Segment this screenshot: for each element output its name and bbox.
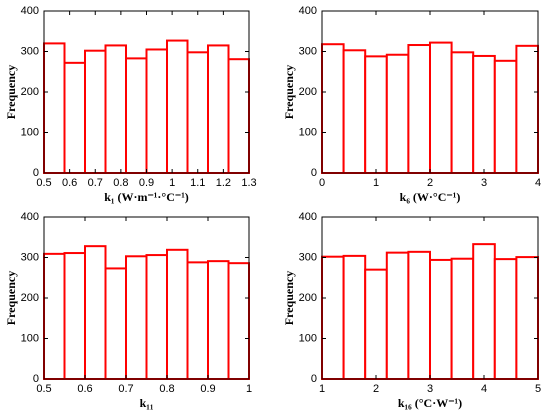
y-axis-label: Frequency <box>282 65 296 119</box>
histogram-bar <box>493 59 518 174</box>
histogram-bar <box>227 58 250 174</box>
histogram-bar <box>472 54 496 174</box>
x-tick-label: 0.5 <box>36 383 51 395</box>
y-tick-label: 300 <box>21 45 39 57</box>
y-tick-label: 400 <box>299 5 317 17</box>
x-tick-label: 1 <box>319 383 325 395</box>
histogram-bar <box>364 55 388 174</box>
x-axis-label: k₁₆ (°C·W⁻¹) <box>398 396 462 410</box>
x-tick-label: 0 <box>319 177 325 189</box>
histogram-bar <box>145 254 168 381</box>
histogram-bar <box>321 255 345 380</box>
histogram-bar <box>515 256 540 380</box>
histogram-bar <box>450 51 475 175</box>
y-tick-label: 100 <box>299 126 317 138</box>
y-tick-label: 100 <box>21 126 39 138</box>
x-tick-label: 1 <box>246 383 252 395</box>
x-tick-label: 0.6 <box>62 177 77 189</box>
x-tick-label: 2 <box>373 383 379 395</box>
histogram-bar <box>125 255 148 380</box>
x-tick-label: 1 <box>373 177 379 189</box>
y-tick-label: 0 <box>33 167 39 179</box>
histogram-bar <box>63 61 86 175</box>
histogram-bar <box>63 252 86 380</box>
x-axis-label: k₁ (W·m⁻¹·°C⁻¹) <box>104 190 189 204</box>
histogram-bar <box>125 57 148 174</box>
histogram-bar <box>429 258 453 380</box>
histogram-bar <box>207 260 230 380</box>
y-tick-label: 200 <box>21 292 39 304</box>
y-axis-label: Frequency <box>4 271 18 325</box>
x-tick-label: 0.7 <box>88 177 103 189</box>
y-tick-label: 0 <box>311 167 317 179</box>
histogram-bar <box>166 248 189 380</box>
y-tick-label: 200 <box>21 86 39 98</box>
x-axis-label: k₁₁ <box>140 396 154 410</box>
histogram-bar <box>385 53 410 175</box>
histogram-bar <box>407 250 431 380</box>
x-tick-label: 1.2 <box>216 177 231 189</box>
y-tick-label: 300 <box>21 251 39 263</box>
y-tick-label: 100 <box>299 332 317 344</box>
x-tick-label: 1.3 <box>241 177 256 189</box>
histogram-bar <box>450 257 475 380</box>
x-tick-label: 0.8 <box>159 383 174 395</box>
y-tick-label: 400 <box>21 5 39 17</box>
histogram-bar <box>207 44 230 174</box>
y-tick-label: 0 <box>33 373 39 385</box>
histogram-bar <box>385 251 410 380</box>
y-tick-label: 200 <box>299 292 317 304</box>
histogram-bar <box>472 243 496 380</box>
x-axis-label: k₆ (W·°C⁻¹) <box>400 190 461 204</box>
y-tick-label: 0 <box>311 373 317 385</box>
y-tick-label: 200 <box>299 86 317 98</box>
x-tick-label: 1.1 <box>190 177 205 189</box>
x-tick-label: 0.6 <box>77 383 92 395</box>
histogram-bar <box>84 49 107 174</box>
histogram-bar <box>407 44 431 175</box>
histogram-bar <box>186 51 209 175</box>
y-tick-label: 300 <box>299 251 317 263</box>
x-tick-label: 3 <box>427 383 433 395</box>
x-tick-label: 0.9 <box>139 177 154 189</box>
x-tick-label: 2 <box>427 177 433 189</box>
histogram-bar <box>321 43 345 174</box>
histogram-bar <box>145 48 168 174</box>
y-axis-label: Frequency <box>4 65 18 119</box>
histogram-bar <box>227 262 250 381</box>
x-tick-label: 0.8 <box>113 177 128 189</box>
y-tick-label: 400 <box>21 211 39 223</box>
histogram-bar <box>43 42 66 175</box>
y-tick-label: 300 <box>299 45 317 57</box>
histogram-bar <box>429 41 453 175</box>
y-tick-label: 400 <box>299 211 317 223</box>
histogram-bar <box>186 261 209 380</box>
x-tick-label: 0.5 <box>36 177 51 189</box>
histogram-bar <box>104 267 127 380</box>
histogram-bar <box>493 258 518 380</box>
x-tick-label: 3 <box>481 177 487 189</box>
histogram-bar <box>515 44 540 174</box>
histogram-bar <box>104 44 127 174</box>
x-tick-label: 1 <box>169 177 175 189</box>
histogram-bar <box>166 39 189 174</box>
y-tick-label: 100 <box>21 332 39 344</box>
x-tick-label: 0.9 <box>200 383 215 395</box>
x-tick-label: 0.7 <box>118 383 133 395</box>
x-tick-label: 4 <box>481 383 487 395</box>
histogram-bar <box>43 252 66 380</box>
histogram-bar <box>342 49 367 174</box>
histogram-bar <box>342 254 367 381</box>
x-tick-label: 5 <box>535 383 541 395</box>
histogram-bar <box>84 245 107 380</box>
y-axis-label: Frequency <box>282 271 296 325</box>
histogram-bar <box>364 268 388 380</box>
x-tick-label: 4 <box>535 177 541 189</box>
